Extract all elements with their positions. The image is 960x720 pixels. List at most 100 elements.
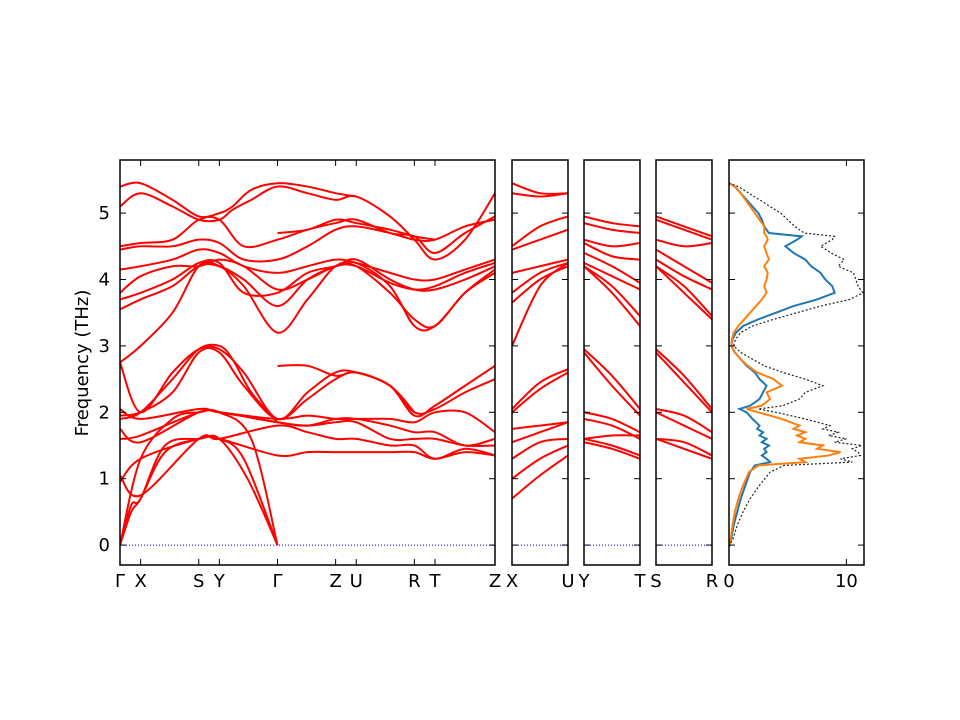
high-symmetry-label: S xyxy=(650,571,661,592)
high-symmetry-label: X xyxy=(506,571,518,592)
dos-curve-1 xyxy=(729,182,836,547)
phonon-band-8 xyxy=(584,265,640,327)
phonon-band-11 xyxy=(512,258,568,274)
phonon-band-5 xyxy=(120,424,495,498)
high-symmetry-label: R xyxy=(408,571,421,592)
phonon-band-12 xyxy=(584,242,640,261)
phonon-band-17 xyxy=(120,248,495,282)
phonon-band-5 xyxy=(584,411,640,434)
band-panel-frame xyxy=(511,159,569,566)
phonon-band-2 xyxy=(584,437,640,457)
phonon-band-10 xyxy=(512,261,568,294)
dos-x-tick-label: 0 xyxy=(723,571,734,592)
phonon-band-7 xyxy=(120,408,495,447)
phonon-band-19 xyxy=(120,215,495,254)
phonon-band-2 xyxy=(512,444,568,480)
phonon-band-13 xyxy=(120,260,495,364)
phonon-band-11 xyxy=(120,343,279,423)
band-panel-frame xyxy=(119,159,496,566)
high-symmetry-label: T xyxy=(429,571,442,592)
high-symmetry-label: Z xyxy=(489,571,501,592)
phonon-band-5 xyxy=(656,351,712,413)
phonon-band-4 xyxy=(656,408,712,434)
phonon-band-12 xyxy=(512,228,568,251)
high-symmetry-label: U xyxy=(561,571,574,592)
phonon-band-1 xyxy=(656,437,712,460)
dos-x-tick-label: 10 xyxy=(835,571,858,592)
dos-panel-layer: 0 10 xyxy=(723,159,865,592)
dos-panel-frame xyxy=(728,159,865,566)
high-symmetry-label: U xyxy=(350,571,363,592)
phonon-band-10 xyxy=(584,262,640,291)
phonon-band-20 xyxy=(120,185,495,261)
phonon-band-18 xyxy=(120,218,495,263)
y-tick-label: 1 xyxy=(99,469,110,490)
high-symmetry-label: Y xyxy=(578,571,591,592)
high-symmetry-label: Γ xyxy=(115,571,125,592)
phonon-band-3 xyxy=(584,434,640,440)
phonon-band-2 xyxy=(656,437,712,457)
phonon-band-7 xyxy=(512,368,568,410)
phonon-band-7 xyxy=(656,265,712,321)
phonon-band-7 xyxy=(584,348,640,410)
band-curves xyxy=(656,215,712,460)
y-tick-label: 2 xyxy=(99,402,110,423)
phonon-band-6 xyxy=(512,371,568,414)
phonon-band-14 xyxy=(584,222,640,235)
band-panel-frame xyxy=(583,159,641,566)
phonon-band-1 xyxy=(512,454,568,500)
phonon-band-21 xyxy=(120,181,357,219)
phonon-band-4 xyxy=(512,421,568,444)
phonon-band-12 xyxy=(277,364,416,413)
phonon-band-9 xyxy=(512,265,568,304)
phonon-band-8 xyxy=(512,262,568,347)
phonon-band-15 xyxy=(584,215,640,228)
band-panel-frame xyxy=(655,159,713,566)
dos-curve-3 xyxy=(729,182,864,547)
phonon-band-15 xyxy=(120,258,495,301)
band-curves xyxy=(120,181,495,546)
phonon-band-6 xyxy=(584,351,640,417)
band-curves xyxy=(584,215,640,460)
phonon-band-15 xyxy=(512,182,568,195)
phonon-band-10 xyxy=(120,345,495,421)
phonon-band-22 xyxy=(277,218,436,241)
phonon-band-1 xyxy=(584,441,640,460)
high-symmetry-label: Γ xyxy=(272,571,282,592)
phonon-band-8 xyxy=(120,407,495,434)
dos-curves xyxy=(729,182,864,547)
phonon-band-11 xyxy=(656,238,712,248)
y-tick-label: 5 xyxy=(99,203,110,224)
high-symmetry-label: S xyxy=(193,571,204,592)
phonon-band-3 xyxy=(656,411,712,440)
high-symmetry-label: R xyxy=(706,571,719,592)
high-symmetry-label: Y xyxy=(213,571,226,592)
phonon-band-12 xyxy=(656,218,712,241)
phonon-band-13 xyxy=(512,215,568,248)
phonon-band-13 xyxy=(584,238,640,248)
high-symmetry-label: Z xyxy=(329,571,341,592)
phonon-band-8 xyxy=(656,265,712,317)
phonon-band-16 xyxy=(120,258,495,294)
y-tick-label: 0 xyxy=(99,535,110,556)
phonon-band-9 xyxy=(656,258,712,291)
phonon-band-9 xyxy=(120,346,495,420)
dos-curve-2 xyxy=(729,182,841,547)
y-tick-label: 4 xyxy=(99,270,110,291)
y-axis-title: Frequency (THz) xyxy=(72,290,93,437)
phonon-band-4 xyxy=(584,417,640,440)
high-symmetry-label: T xyxy=(634,571,647,592)
high-symmetry-label: X xyxy=(134,571,146,592)
band-curves xyxy=(512,182,568,500)
phonon-band-2 xyxy=(120,434,279,546)
phonon-band-13 xyxy=(656,215,712,238)
phonon-band-3 xyxy=(512,437,568,460)
phonon-band-9 xyxy=(584,265,640,317)
phonon-band-11 xyxy=(584,252,640,284)
phonon-band-5 xyxy=(512,421,568,430)
